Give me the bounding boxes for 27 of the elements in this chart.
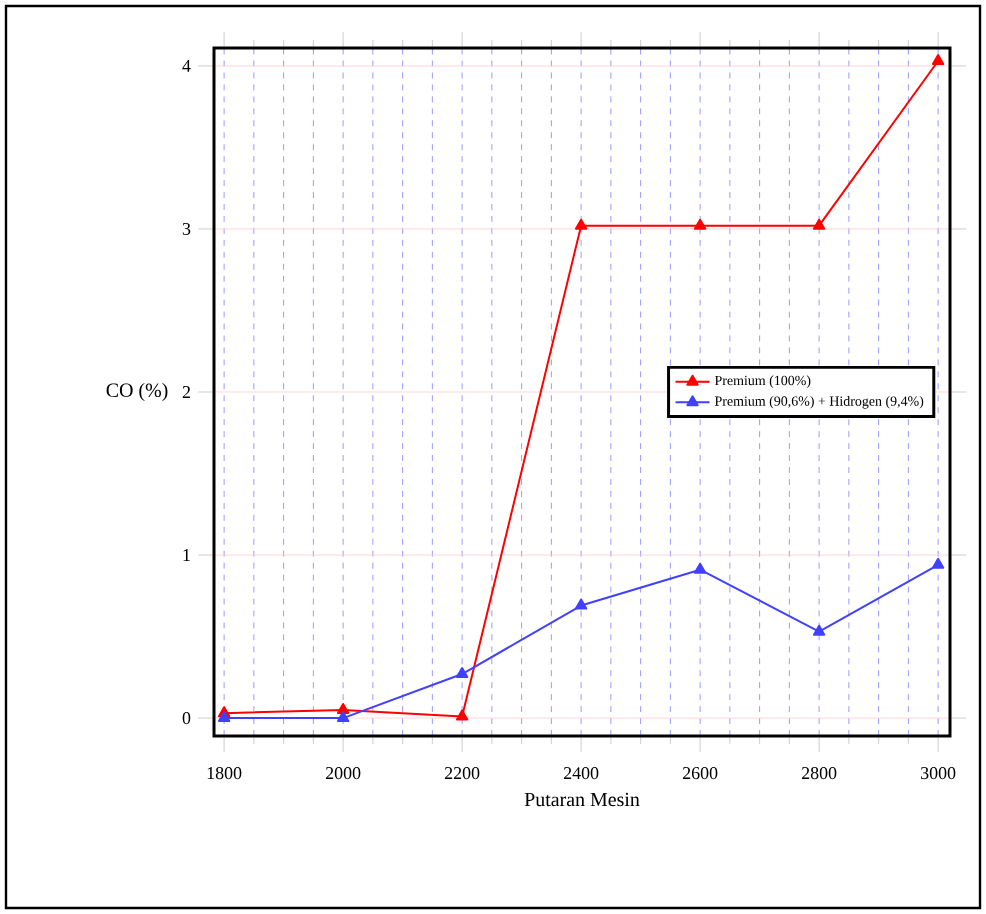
point — [931, 557, 945, 569]
point — [693, 218, 707, 230]
point — [574, 598, 588, 610]
y-tick-label: 4 — [182, 60, 191, 72]
x-tick-label: 2000 — [325, 767, 361, 780]
point — [931, 54, 945, 66]
point — [574, 218, 588, 230]
y-tick-label: 2 — [182, 386, 190, 398]
point — [455, 667, 469, 679]
x-tick-label: 1800 — [207, 767, 242, 780]
x-tick-label: 2800 — [801, 767, 837, 780]
point — [812, 218, 826, 230]
x-tick-label: 3000 — [921, 767, 956, 780]
point — [336, 711, 350, 723]
y-tick-label: 1 — [183, 549, 190, 561]
point — [217, 711, 231, 723]
point — [336, 702, 350, 714]
point — [693, 562, 707, 574]
x-axis-title: Putaran Mesin — [524, 792, 640, 807]
y-tick-label: 3 — [182, 222, 191, 235]
x-tick-label: 2600 — [682, 767, 718, 780]
point — [812, 624, 826, 636]
x-tick-label: 2200 — [444, 767, 480, 780]
y-axis-title: CO (%) — [106, 382, 168, 402]
y-tick-label: 0 — [182, 712, 191, 725]
point — [455, 709, 469, 721]
x-tick-label: 2400 — [563, 767, 599, 780]
